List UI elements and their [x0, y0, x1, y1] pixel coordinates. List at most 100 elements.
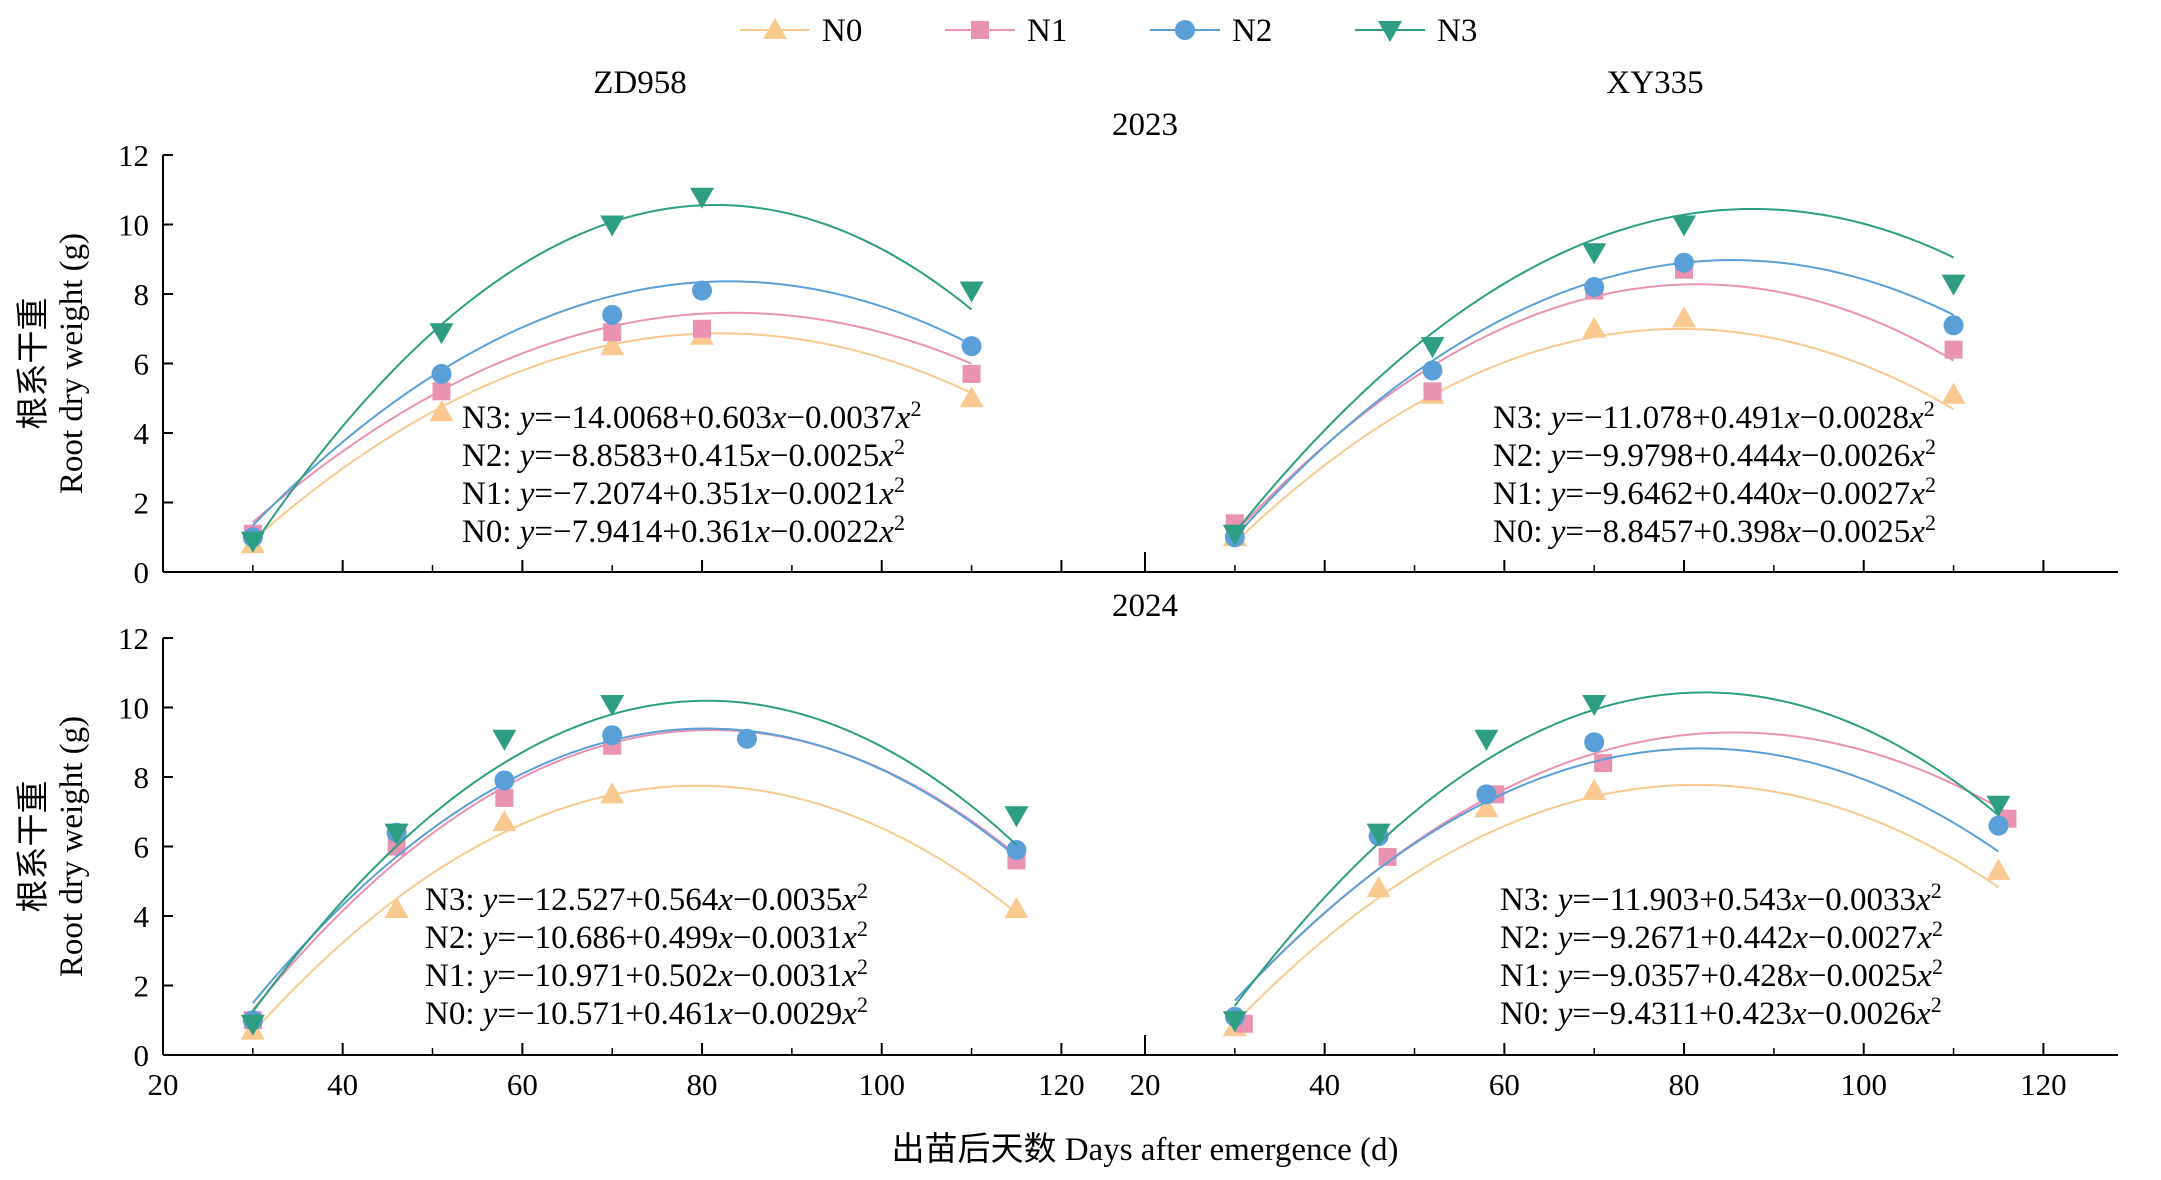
- x-tick-label: 80: [687, 1067, 718, 1102]
- data-point-n3: [1582, 695, 1607, 717]
- y-axis-title-en: Root dry weight (g): [54, 233, 90, 494]
- legend-item-n3: N3: [1355, 13, 1477, 49]
- data-point-n0: [1474, 796, 1499, 818]
- data-point-n1: [1378, 847, 1397, 866]
- data-point-n2: [961, 336, 982, 357]
- equation-n3: N3: y=−12.527+0.564x−0.0035x2: [425, 878, 868, 918]
- data-point-n2: [431, 363, 452, 384]
- y-tick-label: 12: [118, 621, 149, 656]
- data-point-n3: [429, 323, 454, 345]
- equation-n2: N2: y=−10.686+0.499x−0.0031x2: [425, 916, 868, 956]
- y-axis-title-en: Root dry weight (g): [54, 716, 90, 977]
- data-point-n2: [1422, 360, 1443, 381]
- fit-curve-n2: [252, 727, 1018, 1004]
- data-point-n3: [1672, 215, 1697, 237]
- data-point-n3: [240, 531, 265, 553]
- data-point-n3: [600, 695, 625, 717]
- legend-marker-n1: [971, 21, 989, 39]
- fit-curve-n3: [252, 699, 1018, 1013]
- data-point-n2: [602, 304, 623, 325]
- data-point-n3: [1986, 795, 2011, 817]
- data-point-n1: [432, 382, 451, 401]
- fit-curve-n3: [1234, 691, 2000, 1007]
- y-tick-label: 8: [134, 760, 150, 795]
- y-tick-label: 0: [134, 555, 150, 590]
- row-2024: 2024 0 2 4 6 8 10 12 20 40 60 80 100 120 20 40 60 80 100 12…: [118, 588, 2118, 1102]
- equation-n0: N0: y=−9.4311+0.423x−0.0026x2: [1500, 992, 1942, 1032]
- data-point-n2: [494, 770, 515, 791]
- data-point-n1: [1944, 340, 1963, 359]
- data-point-n0: [384, 897, 409, 919]
- data-point-n2: [1584, 277, 1605, 298]
- data-point-n1: [1594, 754, 1613, 773]
- y-tick-label: 6: [134, 830, 150, 865]
- data-point-n1: [1423, 382, 1442, 401]
- data-point-n3: [1474, 729, 1499, 751]
- data-point-n3: [1941, 274, 1966, 296]
- equation-n0: N0: y=−8.8457+0.398x−0.0025x2: [1493, 510, 1936, 550]
- panels: 2023 0 2 4 6 8 10 12 N3: y=−14.0068+0.603x−0.003…: [118, 107, 2118, 1102]
- data-point-n0: [600, 334, 625, 356]
- data-point-n3: [1582, 243, 1607, 265]
- equation-n3: N3: y=−14.0068+0.603x−0.0037x2: [462, 396, 921, 436]
- column-headers: ZD958 XY335: [593, 65, 1703, 101]
- legend-label-n3: N3: [1437, 13, 1477, 49]
- y-tick-label: 10: [118, 691, 149, 726]
- data-point-n2: [1006, 839, 1027, 860]
- y-axis-title-cn: 根系干重: [15, 781, 52, 913]
- fit-curve-n2: [1234, 747, 2000, 1002]
- fit-curve-n2: [252, 280, 973, 527]
- x-tick-label: 20: [1130, 1067, 1161, 1102]
- legend-marker-n2: [1175, 20, 1195, 40]
- data-point-n0: [1986, 858, 2011, 880]
- data-point-n3: [240, 1014, 265, 1036]
- x-tick-label: 20: [148, 1067, 179, 1102]
- row-title-2023: 2023: [1112, 107, 1178, 143]
- data-point-n2: [1988, 815, 2009, 836]
- x-tick-label: 100: [1840, 1067, 1887, 1102]
- equation-n1: N1: y=−9.6462+0.440x−0.0027x2: [1493, 472, 1936, 512]
- x-tick-label: 80: [1669, 1067, 1700, 1102]
- data-point-n3: [1004, 806, 1029, 828]
- fit-curve-n3: [1234, 207, 1954, 534]
- data-point-n3: [959, 281, 984, 303]
- legend-label-n1: N1: [1027, 13, 1067, 49]
- data-point-n3: [1222, 524, 1247, 546]
- data-point-n2: [1943, 315, 1964, 336]
- equation-n0: N0: y=−10.571+0.461x−0.0029x2: [425, 992, 868, 1032]
- data-point-n3: [1420, 337, 1445, 359]
- data-point-n0: [959, 386, 984, 408]
- data-point-n0: [1366, 876, 1391, 898]
- legend-label-n0: N0: [822, 13, 862, 49]
- equation-n2: N2: y=−8.8583+0.415x−0.0025x2: [462, 434, 905, 474]
- data-point-n3: [690, 187, 715, 209]
- legend-marker-n3: [1378, 21, 1402, 42]
- legend-label-n2: N2: [1232, 13, 1272, 49]
- y-axis-title-cn: 根系干重: [15, 298, 52, 430]
- x-tick-label: 60: [1489, 1067, 1520, 1102]
- data-point-n3: [1366, 823, 1391, 845]
- y-tick-label: 10: [118, 208, 149, 243]
- y-tick-label: 4: [134, 416, 150, 451]
- x-tick-label: 40: [327, 1067, 358, 1102]
- y-tick-label: 4: [134, 899, 150, 934]
- data-point-n1: [693, 319, 712, 338]
- data-point-n2: [1584, 732, 1605, 753]
- y-axis-labels: 根系干重 Root dry weight (g)根系干重 Root dry weig…: [15, 233, 90, 977]
- y-tick-label: 2: [134, 486, 150, 521]
- legend-item-n0: N0: [740, 13, 862, 49]
- fit-curve-n0: [252, 784, 1018, 1034]
- equation-n1: N1: y=−7.2074+0.351x−0.0021x2: [462, 472, 905, 512]
- equation-n1: N1: y=−10.971+0.502x−0.0031x2: [425, 954, 868, 994]
- data-point-n2: [1476, 784, 1497, 805]
- data-point-n2: [1674, 252, 1695, 273]
- data-point-n2: [602, 725, 623, 746]
- data-point-n0: [1582, 778, 1607, 800]
- legend-marker-n0: [763, 18, 787, 39]
- data-point-n3: [1222, 1011, 1247, 1033]
- data-point-n0: [600, 782, 625, 804]
- x-tick-label: 120: [1038, 1067, 1085, 1102]
